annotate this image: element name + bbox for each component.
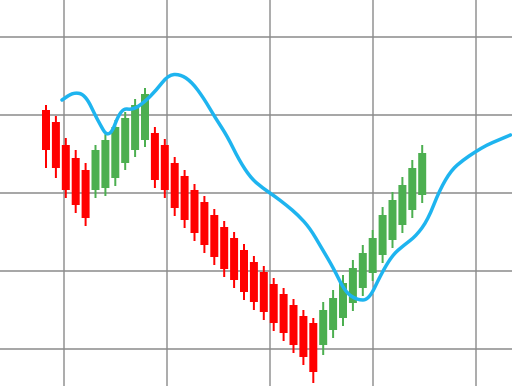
candle-body	[200, 202, 209, 245]
candle-body	[61, 145, 70, 190]
candle-body	[348, 268, 357, 303]
candle-13	[160, 139, 169, 198]
candle-body	[111, 127, 120, 178]
candle-body	[289, 305, 298, 345]
candle-body	[150, 133, 159, 180]
candle-15	[180, 170, 189, 228]
candle-27	[299, 310, 308, 365]
candle-body	[299, 316, 308, 357]
candle-20	[230, 232, 239, 288]
candle-25	[279, 288, 288, 341]
candle-body	[121, 118, 130, 163]
candle-18	[210, 209, 219, 265]
candle-body	[180, 176, 189, 220]
candle-29	[319, 302, 328, 355]
candle-17	[200, 196, 209, 253]
candle-body	[190, 190, 199, 233]
candle-24	[269, 278, 278, 331]
candle-8	[111, 120, 120, 186]
candle-body	[81, 170, 90, 218]
candle-body	[220, 227, 229, 269]
candle-body	[101, 140, 110, 188]
candle-body	[170, 163, 179, 208]
candle-11	[141, 88, 149, 147]
candle-body	[42, 110, 50, 150]
candle-16	[190, 184, 199, 241]
candle-body	[388, 200, 397, 240]
candle-5	[81, 163, 90, 226]
candle-body	[319, 310, 328, 345]
candle-22	[249, 256, 258, 310]
candle-7	[101, 134, 110, 196]
candle-body	[329, 298, 338, 330]
candle-body	[309, 323, 318, 372]
trend-line-layer	[60, 72, 512, 302]
candle-body	[259, 272, 268, 312]
candle-39	[418, 145, 427, 203]
candle-body	[91, 150, 100, 190]
candle-body	[408, 168, 417, 210]
candle-body	[210, 215, 219, 257]
candle-36	[388, 192, 397, 248]
candle-body	[398, 185, 407, 225]
candle-4	[71, 150, 80, 213]
candle-body	[160, 145, 169, 190]
candle-body	[418, 153, 427, 195]
candle-body	[240, 250, 248, 292]
candle-body	[378, 215, 387, 255]
candle-2	[51, 116, 60, 178]
candle-body	[131, 105, 140, 150]
candle-32	[348, 260, 357, 311]
candle-12	[150, 127, 159, 188]
candle-14	[170, 157, 179, 216]
candle-6	[91, 145, 100, 198]
candle-body	[368, 238, 377, 273]
candle-33	[358, 245, 367, 296]
candles	[42, 88, 427, 383]
candle-body	[141, 94, 149, 140]
candle-26	[289, 299, 298, 353]
candle-9	[121, 112, 130, 170]
candle-body	[51, 122, 60, 168]
candle-body	[249, 262, 258, 302]
trend-line	[60, 72, 512, 302]
candle-body	[71, 158, 80, 205]
candle-body	[230, 238, 239, 280]
candle-1	[42, 105, 50, 168]
candle-3	[61, 138, 70, 198]
candle-body	[269, 284, 278, 323]
candle-28	[309, 318, 318, 383]
candle-21	[240, 244, 248, 300]
candle-body	[358, 253, 367, 288]
candle-30	[329, 290, 338, 338]
candle-34	[368, 230, 377, 281]
candle-23	[259, 266, 268, 320]
candle-body	[339, 283, 347, 318]
candle-body	[279, 294, 288, 333]
candle-19	[220, 221, 229, 277]
candle-37	[398, 177, 407, 233]
candle-38	[408, 160, 417, 218]
candle-35	[378, 207, 387, 263]
